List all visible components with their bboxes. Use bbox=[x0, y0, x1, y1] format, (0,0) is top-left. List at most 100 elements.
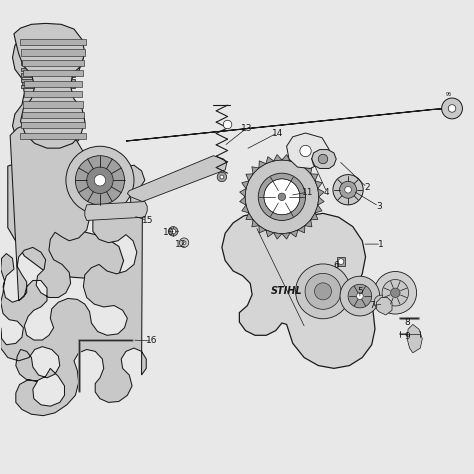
Circle shape bbox=[318, 155, 328, 164]
Circle shape bbox=[87, 167, 113, 193]
Circle shape bbox=[94, 174, 106, 186]
Polygon shape bbox=[24, 91, 82, 97]
Polygon shape bbox=[20, 56, 75, 60]
Polygon shape bbox=[14, 23, 85, 148]
Circle shape bbox=[382, 280, 409, 306]
Text: 1: 1 bbox=[378, 239, 384, 248]
Text: 7: 7 bbox=[369, 301, 374, 310]
Text: 5: 5 bbox=[357, 287, 363, 296]
Polygon shape bbox=[337, 257, 345, 266]
Circle shape bbox=[264, 179, 300, 215]
Polygon shape bbox=[20, 51, 75, 54]
Circle shape bbox=[258, 173, 306, 220]
Polygon shape bbox=[21, 122, 85, 128]
Polygon shape bbox=[20, 73, 75, 77]
Polygon shape bbox=[298, 226, 305, 233]
Polygon shape bbox=[85, 201, 147, 220]
Polygon shape bbox=[407, 324, 422, 353]
Circle shape bbox=[66, 146, 134, 214]
Polygon shape bbox=[282, 233, 290, 239]
Text: 8: 8 bbox=[404, 318, 410, 327]
Polygon shape bbox=[20, 85, 75, 88]
Polygon shape bbox=[23, 70, 83, 76]
Text: 9: 9 bbox=[404, 332, 410, 341]
Circle shape bbox=[339, 181, 356, 198]
Text: 13: 13 bbox=[241, 124, 252, 133]
Text: 96: 96 bbox=[446, 92, 452, 97]
Polygon shape bbox=[20, 68, 75, 71]
Polygon shape bbox=[22, 112, 84, 118]
Circle shape bbox=[220, 175, 224, 179]
Polygon shape bbox=[311, 213, 318, 220]
Circle shape bbox=[391, 288, 400, 298]
Polygon shape bbox=[20, 45, 75, 48]
Circle shape bbox=[75, 156, 125, 205]
Polygon shape bbox=[252, 220, 259, 227]
Circle shape bbox=[305, 273, 341, 310]
Circle shape bbox=[270, 185, 294, 209]
Polygon shape bbox=[8, 155, 124, 280]
Text: 15: 15 bbox=[141, 216, 153, 225]
Text: 4: 4 bbox=[324, 188, 329, 197]
Circle shape bbox=[374, 272, 417, 314]
Circle shape bbox=[275, 190, 289, 204]
Text: 12: 12 bbox=[174, 239, 186, 248]
Polygon shape bbox=[242, 205, 249, 213]
Text: 10: 10 bbox=[163, 228, 174, 237]
Polygon shape bbox=[20, 133, 86, 139]
Circle shape bbox=[245, 160, 319, 234]
Text: STIHL: STIHL bbox=[271, 286, 302, 296]
Polygon shape bbox=[21, 49, 85, 55]
Polygon shape bbox=[273, 155, 282, 161]
Polygon shape bbox=[12, 27, 83, 155]
Polygon shape bbox=[298, 161, 305, 168]
Polygon shape bbox=[266, 230, 273, 237]
Polygon shape bbox=[240, 189, 246, 197]
Circle shape bbox=[374, 295, 388, 310]
Circle shape bbox=[448, 105, 456, 112]
Polygon shape bbox=[20, 62, 75, 65]
Polygon shape bbox=[376, 298, 392, 315]
Polygon shape bbox=[128, 156, 227, 201]
Polygon shape bbox=[20, 79, 75, 82]
Polygon shape bbox=[318, 197, 324, 205]
Circle shape bbox=[442, 98, 463, 119]
Circle shape bbox=[223, 120, 232, 129]
Polygon shape bbox=[20, 39, 75, 43]
Polygon shape bbox=[20, 39, 86, 45]
Circle shape bbox=[340, 276, 380, 316]
Polygon shape bbox=[242, 181, 249, 189]
Polygon shape bbox=[246, 174, 253, 181]
Text: 16: 16 bbox=[146, 337, 158, 346]
Polygon shape bbox=[24, 81, 82, 87]
Text: 14: 14 bbox=[272, 128, 283, 137]
Circle shape bbox=[182, 241, 186, 245]
Polygon shape bbox=[222, 213, 375, 368]
Polygon shape bbox=[266, 157, 273, 164]
Text: 2: 2 bbox=[364, 183, 370, 192]
Polygon shape bbox=[0, 123, 146, 416]
Circle shape bbox=[217, 172, 227, 182]
Polygon shape bbox=[318, 189, 324, 197]
Polygon shape bbox=[246, 213, 253, 220]
Polygon shape bbox=[290, 230, 298, 237]
Circle shape bbox=[356, 293, 363, 300]
Polygon shape bbox=[126, 108, 459, 141]
Polygon shape bbox=[287, 133, 329, 168]
Circle shape bbox=[168, 227, 178, 236]
Polygon shape bbox=[305, 167, 312, 174]
Polygon shape bbox=[290, 157, 298, 164]
Polygon shape bbox=[259, 161, 266, 168]
Text: 11: 11 bbox=[302, 188, 314, 197]
Text: 3: 3 bbox=[376, 202, 382, 211]
Polygon shape bbox=[315, 205, 322, 213]
Polygon shape bbox=[312, 150, 336, 168]
Circle shape bbox=[171, 229, 175, 234]
Text: 6: 6 bbox=[333, 261, 339, 270]
Circle shape bbox=[345, 186, 351, 193]
Circle shape bbox=[278, 193, 286, 201]
Polygon shape bbox=[315, 181, 322, 189]
Circle shape bbox=[315, 283, 331, 300]
Polygon shape bbox=[273, 233, 282, 239]
Polygon shape bbox=[252, 167, 259, 174]
